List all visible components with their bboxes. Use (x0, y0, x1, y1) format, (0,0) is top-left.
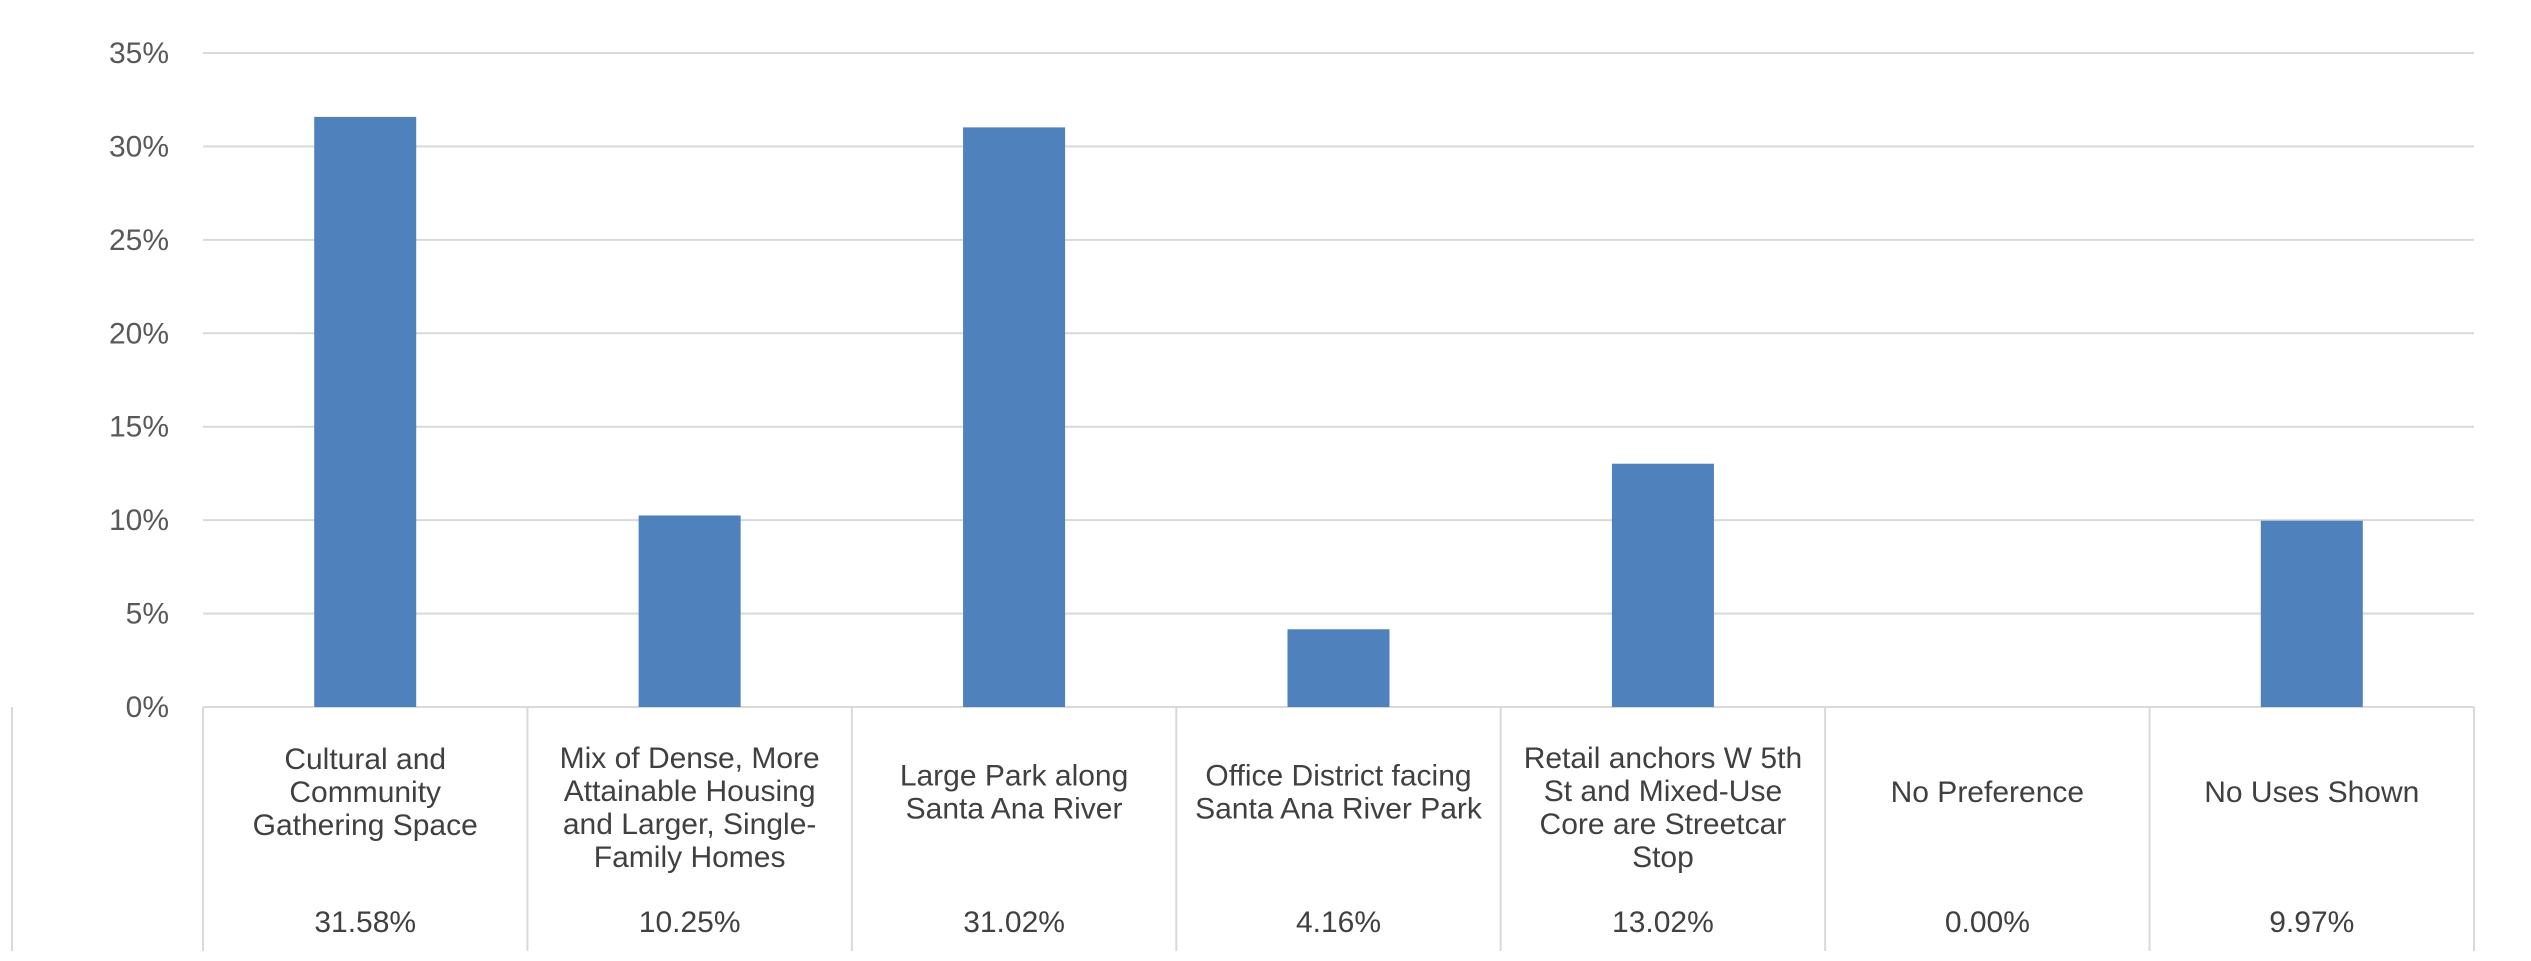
data-label: 9.97% (2269, 906, 2354, 939)
y-axis-tick-labels: 0% 5% 10% 15% 20% 25% 30% 35% (109, 37, 169, 724)
data-label: 31.02% (963, 906, 1065, 939)
bars (314, 116, 2363, 707)
y-tick-label: 35% (109, 37, 169, 70)
y-tick-label: 10% (109, 504, 169, 537)
bar (1611, 463, 1714, 707)
data-label: 4.16% (1296, 906, 1381, 939)
y-tick-label: 0% (126, 691, 169, 724)
gridlines (203, 52, 2474, 708)
data-label: 0.00% (1945, 906, 2030, 939)
category-label: Large Park along Santa Ana River (900, 760, 1129, 826)
category-table (11, 707, 2475, 951)
category-label: Mix of Dense, More Attainable Housing and … (560, 742, 820, 874)
y-tick-label: 15% (109, 411, 169, 444)
y-tick-label: 25% (109, 224, 169, 257)
data-label: 31.58% (314, 906, 416, 939)
bar (1287, 629, 1390, 707)
category-label: Cultural and Community Gathering Space (253, 743, 478, 842)
data-labels: 31.58% 10.25% 31.02% 4.16% 13.02% 0.00% 9.97% (314, 906, 2354, 939)
bar (2260, 520, 2363, 707)
bar (314, 116, 417, 707)
category-label: Office District facing Santa Ana River Pa… (1195, 760, 1483, 826)
y-tick-label: 5% (126, 598, 169, 631)
category-label: Retail anchors W 5th St and Mixed-Use Core… (1524, 742, 1802, 874)
y-tick-label: 30% (109, 130, 169, 163)
category-label: No Uses Shown (2204, 776, 2419, 809)
data-label: 13.02% (1612, 906, 1714, 939)
y-tick-label: 20% (109, 317, 169, 350)
data-label: 10.25% (639, 906, 741, 939)
category-labels: Cultural and Community Gathering Space Mix … (253, 742, 2420, 874)
bar (963, 127, 1066, 707)
category-label: No Preference (1891, 776, 2084, 809)
bar (638, 515, 741, 707)
